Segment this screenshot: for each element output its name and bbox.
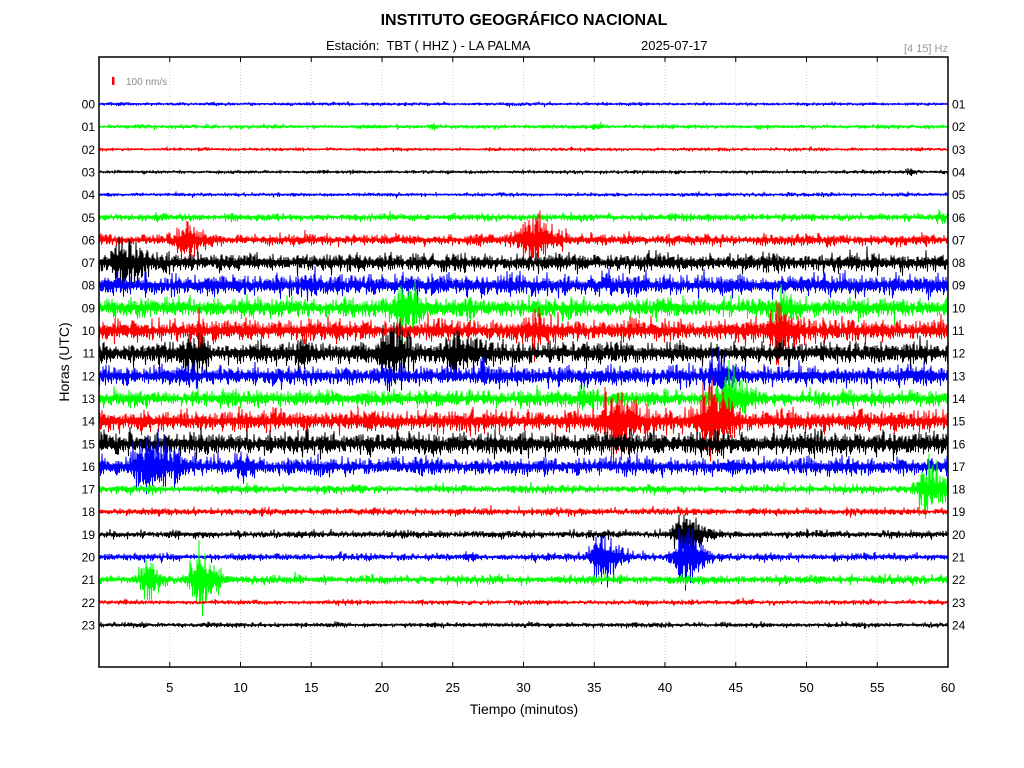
hour-end-label: 22 xyxy=(952,573,966,587)
trace-layer xyxy=(99,101,948,629)
trace-hour-08 xyxy=(99,266,948,303)
hour-end-label: 18 xyxy=(952,483,966,497)
trace-hour-07 xyxy=(99,236,948,297)
trace-hour-09 xyxy=(99,281,948,348)
hour-label: 20 xyxy=(82,551,96,565)
x-tick-label: 30 xyxy=(516,680,530,695)
hour-label: 06 xyxy=(82,233,96,247)
hour-end-label: 13 xyxy=(952,369,966,383)
x-tick-label: 45 xyxy=(729,680,743,695)
hour-label: 13 xyxy=(82,392,96,406)
hour-label: 11 xyxy=(83,347,96,361)
y-axis-label: Horas (UTC) xyxy=(56,322,72,401)
x-tick-label: 55 xyxy=(870,680,884,695)
hour-end-label: 10 xyxy=(952,301,966,315)
scale-bar xyxy=(112,77,115,85)
hour-label: 16 xyxy=(82,460,96,474)
trace-hour-03 xyxy=(99,168,948,177)
hour-label: 10 xyxy=(82,324,96,338)
hour-end-label: 15 xyxy=(952,415,966,429)
hour-end-label: 20 xyxy=(952,528,966,542)
hour-label: 09 xyxy=(82,301,96,315)
filter-band-label: [4 15] Hz xyxy=(904,43,948,55)
hour-end-label: 24 xyxy=(952,618,966,632)
hour-end-label: 14 xyxy=(952,392,966,406)
x-tick-label: 40 xyxy=(658,680,672,695)
x-tick-label: 5 xyxy=(166,680,173,695)
hour-end-label: 23 xyxy=(952,596,966,610)
trace-hour-19 xyxy=(99,514,948,556)
chart-title: INSTITUTO GEOGRÁFICO NACIONAL xyxy=(381,10,668,29)
hour-label: 01 xyxy=(82,120,96,134)
trace-hour-18 xyxy=(99,504,948,518)
hour-end-label: 07 xyxy=(952,233,966,247)
hour-label: 08 xyxy=(82,279,96,293)
hour-end-label: 02 xyxy=(952,120,966,134)
hour-label: 02 xyxy=(82,143,96,157)
hour-label: 23 xyxy=(82,618,96,632)
hour-label: 12 xyxy=(82,369,96,383)
trace-hour-21 xyxy=(99,540,948,617)
hour-end-label: 16 xyxy=(952,437,966,451)
hour-end-label: 21 xyxy=(952,551,966,565)
hour-end-label: 04 xyxy=(952,165,966,179)
trace-hour-17 xyxy=(99,453,948,519)
hour-label: 14 xyxy=(82,415,96,429)
x-tick-label: 25 xyxy=(446,680,460,695)
x-tick-label: 60 xyxy=(941,680,955,695)
hour-end-label: 01 xyxy=(952,98,966,112)
trace-hour-02 xyxy=(99,146,948,152)
hour-end-label: 19 xyxy=(952,505,966,519)
x-tick-label: 50 xyxy=(799,680,813,695)
hour-end-label: 03 xyxy=(952,143,966,157)
hour-end-label: 17 xyxy=(952,460,966,474)
hour-label: 17 xyxy=(82,483,96,497)
x-axis: 5 10 15 20 25 30 35 40 45 50 55 60 xyxy=(166,57,955,695)
hour-label: 19 xyxy=(82,528,96,542)
hour-end-label: 06 xyxy=(952,211,966,225)
hour-label: 00 xyxy=(82,98,96,112)
trace-hour-11 xyxy=(99,320,948,392)
trace-hour-05 xyxy=(99,209,948,225)
x-tick-label: 10 xyxy=(233,680,247,695)
trace-hour-12 xyxy=(99,346,948,405)
hour-label: 15 xyxy=(82,437,96,451)
hour-end-label: 12 xyxy=(952,347,966,361)
hour-end-label: 05 xyxy=(952,188,966,202)
hour-label: 21 xyxy=(82,573,96,587)
x-tick-label: 20 xyxy=(375,680,389,695)
hour-end-label: 08 xyxy=(952,256,966,270)
trace-hour-04 xyxy=(99,191,948,199)
hour-label: 03 xyxy=(82,165,96,179)
trace-hour-14 xyxy=(99,378,948,469)
trace-hour-23 xyxy=(99,621,948,629)
hour-label: 22 xyxy=(82,596,96,610)
hour-end-label: 09 xyxy=(952,279,966,293)
trace-hour-15 xyxy=(99,426,948,462)
date-label: 2025-07-17 xyxy=(641,38,708,53)
hour-label: 18 xyxy=(82,505,96,519)
hour-label: 04 xyxy=(82,188,96,202)
trace-hour-13 xyxy=(99,359,948,433)
x-axis-label: Tiempo (minutos) xyxy=(470,701,578,717)
trace-hour-16 xyxy=(99,428,948,495)
x-tick-label: 35 xyxy=(587,680,601,695)
scale-label: 100 nm/s xyxy=(126,77,167,88)
trace-hour-10 xyxy=(99,301,948,366)
station-label: Estación: TBT ( HHZ ) - LA PALMA xyxy=(326,38,531,53)
x-tick-label: 15 xyxy=(304,680,318,695)
hour-end-label: 11 xyxy=(952,324,965,338)
hour-label: 07 xyxy=(82,256,96,270)
hour-labels: 00 01 01 02 02 03 03 04 04 05 05 06 06 07 07 08 08 09 09 10… xyxy=(82,98,966,633)
trace-hour-22 xyxy=(99,597,948,607)
trace-hour-01 xyxy=(99,121,948,131)
trace-hour-20 xyxy=(99,527,948,591)
trace-hour-00 xyxy=(99,101,948,108)
hour-label: 05 xyxy=(82,211,96,225)
